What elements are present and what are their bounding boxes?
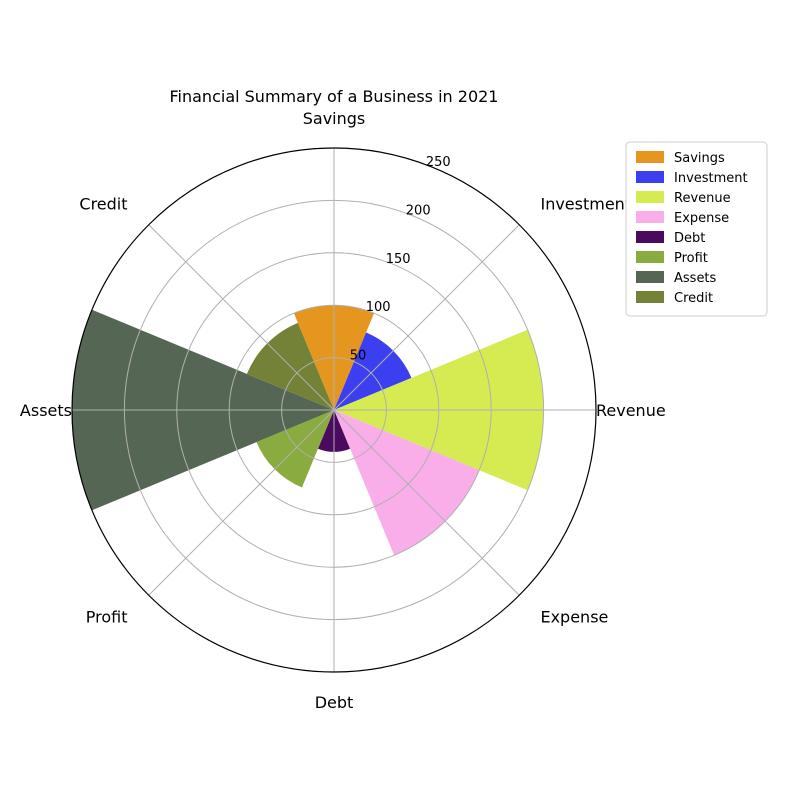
category-label-assets: Assets bbox=[20, 401, 72, 420]
legend-swatch-investment bbox=[636, 171, 664, 183]
category-label-savings: Savings bbox=[303, 109, 366, 128]
legend-swatch-revenue bbox=[636, 191, 664, 203]
spoke-profit bbox=[148, 409, 335, 596]
legend-label-savings: Savings bbox=[674, 151, 725, 166]
tick-label-150: 150 bbox=[386, 252, 411, 267]
tick-label-100: 100 bbox=[366, 300, 391, 315]
category-label-profit: Profit bbox=[86, 607, 128, 626]
legend-label-profit: Profit bbox=[674, 251, 708, 266]
category-label-debt: Debt bbox=[315, 693, 354, 712]
polar-frame bbox=[71, 147, 597, 673]
category-labels-group: Savings Investment Revenue Expense Debt Profi… bbox=[20, 109, 666, 712]
category-label-revenue: Revenue bbox=[596, 401, 666, 420]
legend-label-debt: Debt bbox=[674, 231, 705, 246]
legend-label-revenue: Revenue bbox=[674, 191, 731, 206]
category-label-investment: Investment bbox=[540, 195, 631, 214]
chart-title: Financial Summary of a Business in 2021 bbox=[170, 87, 499, 106]
legend-swatch-debt bbox=[636, 231, 664, 243]
legend-swatch-assets bbox=[636, 271, 664, 283]
tick-label-50: 50 bbox=[350, 349, 367, 364]
category-label-credit: Credit bbox=[79, 195, 127, 214]
legend-label-assets: Assets bbox=[674, 271, 717, 286]
legend-swatch-savings bbox=[636, 151, 664, 163]
legend-label-credit: Credit bbox=[674, 291, 713, 306]
bars-group bbox=[72, 305, 544, 556]
legend-label-expense: Expense bbox=[674, 211, 729, 226]
spoke-expense bbox=[333, 409, 520, 596]
category-label-expense: Expense bbox=[540, 607, 608, 626]
legend-swatch-expense bbox=[636, 211, 664, 223]
spoke-investment bbox=[333, 224, 520, 411]
legend: Savings Investment Revenue Expense Debt Profi… bbox=[625, 141, 768, 317]
tick-label-200: 200 bbox=[406, 203, 431, 218]
legend-box bbox=[625, 141, 768, 317]
radial-ticks-group: 50 100 150 200 250 bbox=[350, 155, 451, 364]
spoke-credit bbox=[148, 224, 335, 411]
legend-swatch-profit bbox=[636, 251, 664, 263]
grid-group bbox=[71, 147, 597, 673]
legend-label-investment: Investment bbox=[674, 171, 748, 186]
tick-label-250: 250 bbox=[426, 155, 451, 170]
legend-swatch-credit bbox=[636, 291, 664, 303]
